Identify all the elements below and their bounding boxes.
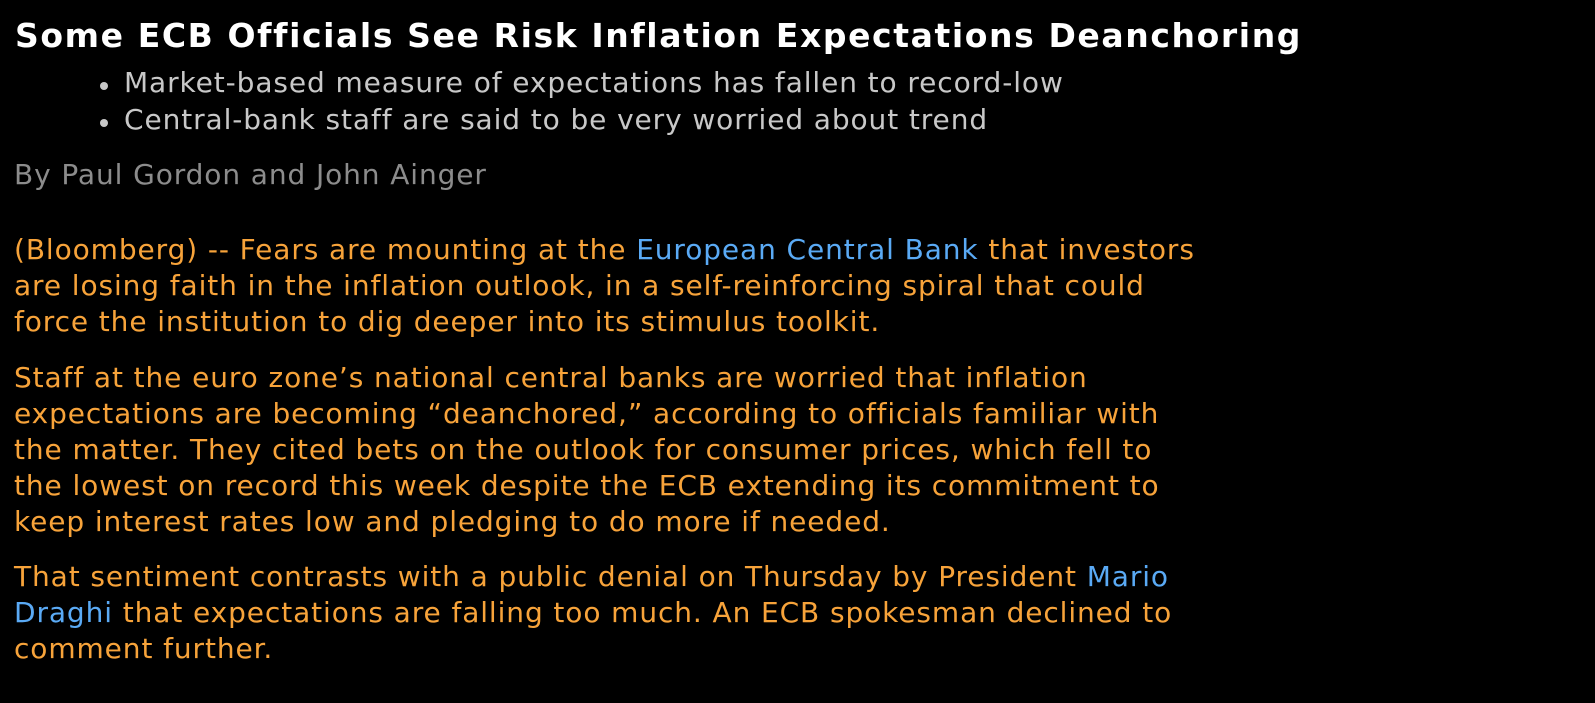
body-paragraph-3: That sentiment contrasts with a public d… (14, 559, 1172, 667)
byline: By Paul Gordon and John Ainger (14, 158, 487, 191)
headline: Some ECB Officials See Risk Inflation Ex… (15, 16, 1303, 55)
text-line: the matter. They cited bets on the outlo… (14, 433, 1153, 466)
link-mario-draghi[interactable]: Mario (1086, 560, 1169, 593)
body-paragraph-2: Staff at the euro zone’s national centra… (14, 360, 1160, 540)
text-line: the lowest on record this week despite t… (14, 469, 1160, 502)
text-line: That sentiment contrasts with a public d… (14, 560, 1169, 593)
text-line: comment further. (14, 632, 274, 665)
summary-bullets: Market-based measure of expectations has… (96, 64, 1064, 138)
text-line: keep interest rates low and pledging to … (14, 505, 891, 538)
text-line: force the institution to dig deeper into… (14, 305, 881, 338)
text-line: Draghi that expectations are falling too… (14, 596, 1173, 629)
text-line: are losing faith in the inflation outloo… (14, 269, 1145, 302)
text-line: expectations are becoming “deanchored,” … (14, 397, 1160, 430)
body-paragraph-1: (Bloomberg) -- Fears are mounting at the… (14, 232, 1195, 340)
text-line: Staff at the euro zone’s national centra… (14, 361, 1088, 394)
summary-bullet: Market-based measure of expectations has… (96, 64, 1064, 101)
link-mario-draghi[interactable]: Draghi (14, 596, 113, 629)
text-line: (Bloomberg) -- Fears are mounting at the… (14, 233, 1195, 266)
summary-bullet: Central-bank staff are said to be very w… (96, 101, 1064, 138)
link-european-central-bank[interactable]: European Central Bank (636, 233, 979, 266)
